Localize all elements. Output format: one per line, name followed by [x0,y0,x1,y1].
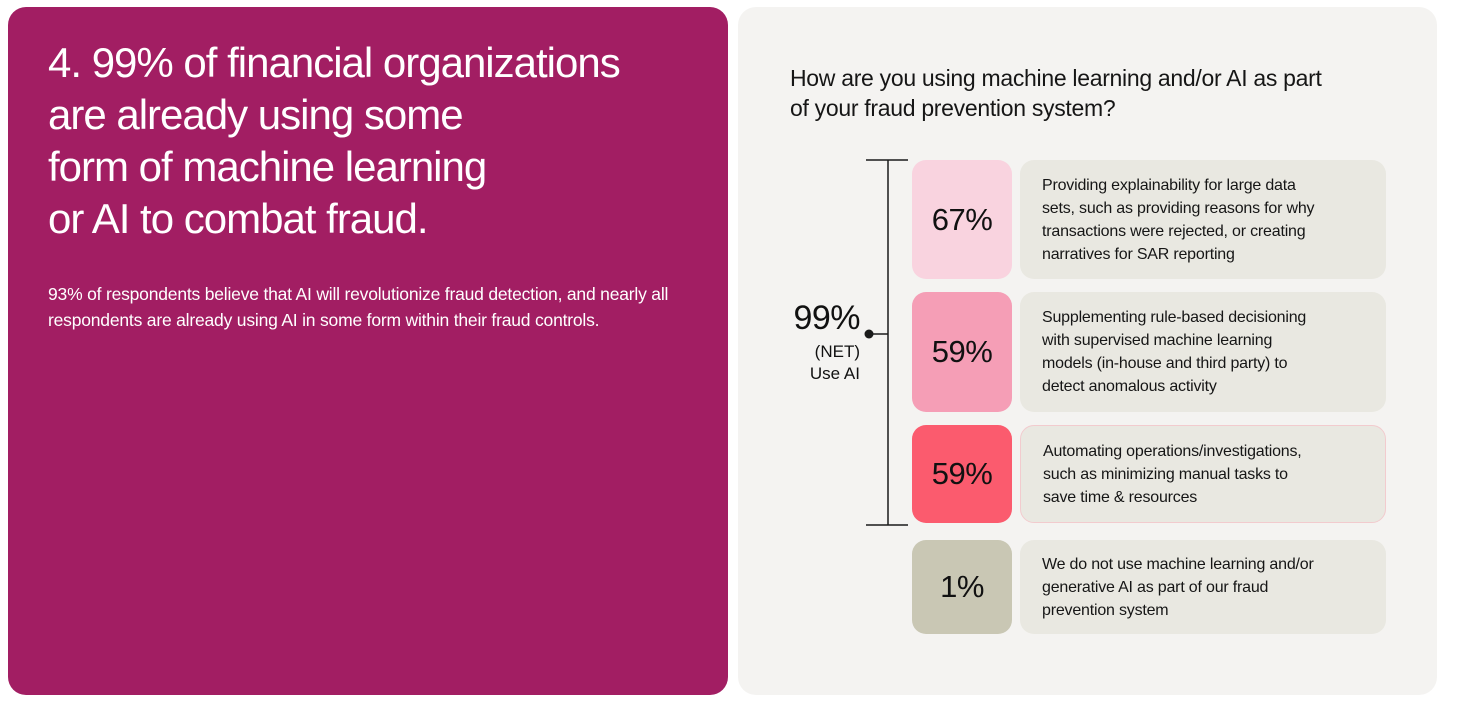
chart-question-title: How are you using machine learning and/o… [790,65,1322,121]
bar-value-cell: 1% [912,540,1012,634]
stat-heading: 4. 99% of financial organizations are al… [48,39,621,242]
net-connector-dot [864,329,874,339]
net-percentage: 99% [793,299,860,337]
net-sublabel-text: Use AI [809,364,860,383]
chart-panel: How are you using machine learning and/o… [738,7,1437,695]
bar-description: We do not use machine learning and/or ge… [1020,540,1386,634]
bar-row-automation: 59% Automating operations/investigations… [912,425,1386,523]
net-annotation: 99% (NET) Use AI [758,299,860,385]
stat-subtext: 93% of respondents believe that AI will … [48,284,669,330]
bar-value-cell: 67% [912,160,1012,279]
net-label-text: (NET) [814,342,860,361]
left-stat-panel: 4. 99% of financial organizations are al… [8,7,728,695]
bar-value-cell: 59% [912,292,1012,412]
bar-row-rule-based: 59% Supplementing rule-based decisioning… [912,292,1386,412]
bar-description: Providing explainability for large data … [1020,160,1386,279]
bar-description: Supplementing rule-based decisioning wit… [1020,292,1386,412]
bar-row-explainability: 67% Providing explainability for large d… [912,160,1386,279]
net-bracket [864,159,908,526]
bar-rows: 67% Providing explainability for large d… [912,160,1386,634]
bar-value-cell: 59% [912,425,1012,523]
bar-description: Automating operations/investigations, su… [1020,425,1386,523]
bar-row-no-ai: 1% We do not use machine learning and/or… [912,540,1386,634]
